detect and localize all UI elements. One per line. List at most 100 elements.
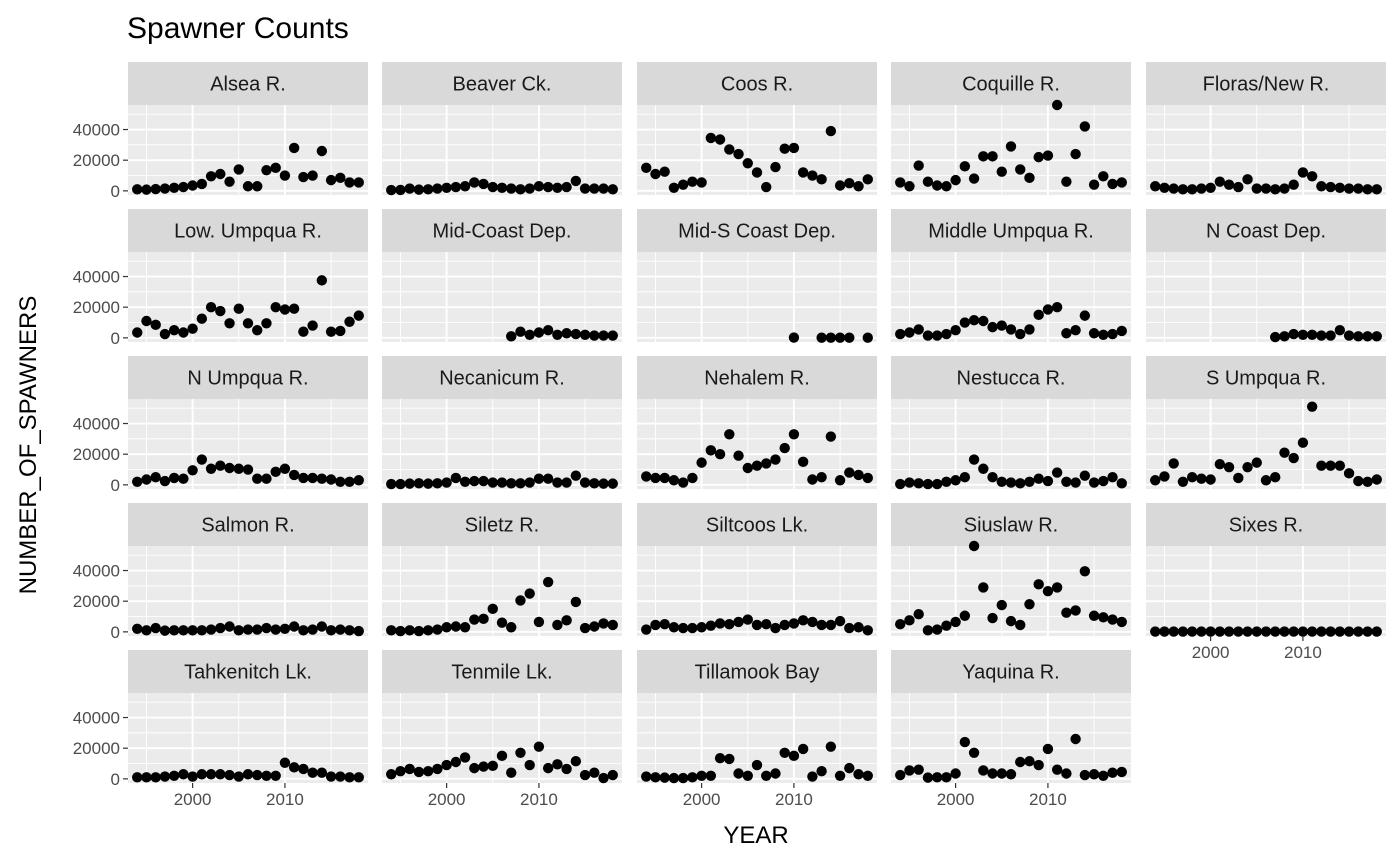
- data-point: [196, 454, 208, 465]
- data-point: [1042, 586, 1054, 597]
- data-point: [1159, 182, 1170, 193]
- data-point: [770, 161, 781, 173]
- data-point: [1316, 181, 1327, 192]
- data-point: [478, 613, 489, 625]
- data-point: [469, 177, 480, 188]
- y-tick-label: 20000: [73, 739, 120, 758]
- data-point: [733, 148, 744, 160]
- data-point: [478, 761, 489, 772]
- data-point: [825, 741, 837, 752]
- data-point: [1042, 475, 1054, 487]
- data-point: [1297, 437, 1309, 448]
- data-point: [950, 616, 961, 628]
- data-point: [922, 330, 934, 341]
- data-point: [141, 625, 152, 636]
- data-point: [132, 327, 143, 338]
- facet-strip-label: Yaquina R.: [962, 662, 1059, 684]
- data-point: [589, 621, 600, 632]
- data-point: [788, 750, 800, 762]
- data-point: [834, 332, 846, 343]
- data-point: [552, 619, 563, 631]
- data-point: [844, 177, 855, 189]
- data-point: [459, 752, 471, 763]
- x-tick-label: 2000: [683, 790, 721, 809]
- data-point: [1214, 626, 1226, 637]
- data-point: [552, 759, 563, 770]
- data-point: [987, 768, 998, 779]
- data-point: [1297, 329, 1309, 340]
- data-point: [677, 179, 689, 190]
- data-point: [205, 463, 217, 474]
- data-point: [1042, 743, 1054, 755]
- data-point: [733, 616, 744, 628]
- data-point: [931, 624, 943, 635]
- x-tick-label: 2010: [520, 790, 558, 809]
- data-point: [395, 478, 406, 490]
- data-point: [307, 767, 318, 778]
- data-point: [325, 174, 337, 186]
- data-point: [450, 621, 462, 632]
- data-point: [1116, 478, 1127, 489]
- data-point: [1353, 183, 1364, 194]
- data-point: [1196, 473, 1207, 484]
- data-point: [542, 181, 554, 193]
- data-point: [1070, 148, 1081, 160]
- data-point: [1223, 179, 1235, 190]
- data-point: [742, 770, 753, 781]
- data-point: [395, 765, 406, 777]
- data-point: [1334, 182, 1346, 193]
- data-point: [607, 330, 618, 341]
- data-point: [432, 624, 443, 635]
- data-point: [196, 769, 208, 780]
- data-point: [450, 756, 462, 768]
- data-point: [714, 448, 726, 460]
- data-point: [853, 622, 864, 633]
- data-point: [1316, 330, 1327, 341]
- data-point: [677, 622, 689, 634]
- data-point: [1051, 99, 1063, 111]
- data-point: [1288, 626, 1299, 637]
- data-point: [589, 478, 600, 489]
- data-point: [1042, 304, 1054, 315]
- data-point: [196, 313, 208, 324]
- data-point: [335, 771, 346, 782]
- data-point: [515, 478, 526, 489]
- data-point: [1177, 184, 1189, 195]
- data-point: [641, 624, 652, 635]
- data-point: [895, 769, 906, 781]
- data-point: [159, 625, 171, 636]
- data-point: [996, 599, 1007, 611]
- data-point: [496, 477, 508, 488]
- data-point: [413, 478, 425, 489]
- y-tick-label: 0: [111, 182, 120, 201]
- data-point: [1297, 626, 1309, 637]
- facet-strip-label: Middle Umpqua R.: [928, 221, 1094, 243]
- data-point: [922, 478, 934, 490]
- y-tick-label: 0: [111, 476, 120, 495]
- data-point: [668, 182, 680, 193]
- data-point: [941, 476, 952, 487]
- data-point: [261, 770, 272, 781]
- data-point: [788, 332, 800, 343]
- data-point: [987, 321, 998, 333]
- data-point: [607, 478, 618, 489]
- data-point: [579, 329, 591, 340]
- data-point: [696, 770, 707, 781]
- data-point: [950, 174, 961, 186]
- data-point: [1205, 182, 1216, 193]
- data-point: [1033, 579, 1044, 590]
- data-point: [1334, 324, 1346, 336]
- facet-panel: Necanicum R.: [382, 356, 622, 490]
- data-point: [987, 471, 998, 483]
- data-point: [279, 623, 291, 634]
- y-tick-label: 20000: [73, 151, 120, 170]
- data-point: [913, 764, 924, 775]
- data-point: [335, 325, 346, 337]
- data-point: [996, 320, 1007, 331]
- facet-panel: Siletz R.: [382, 503, 622, 637]
- data-point: [1150, 181, 1161, 192]
- data-point: [542, 576, 554, 588]
- data-point: [1098, 475, 1109, 487]
- data-point: [1186, 471, 1198, 483]
- data-point: [316, 145, 328, 157]
